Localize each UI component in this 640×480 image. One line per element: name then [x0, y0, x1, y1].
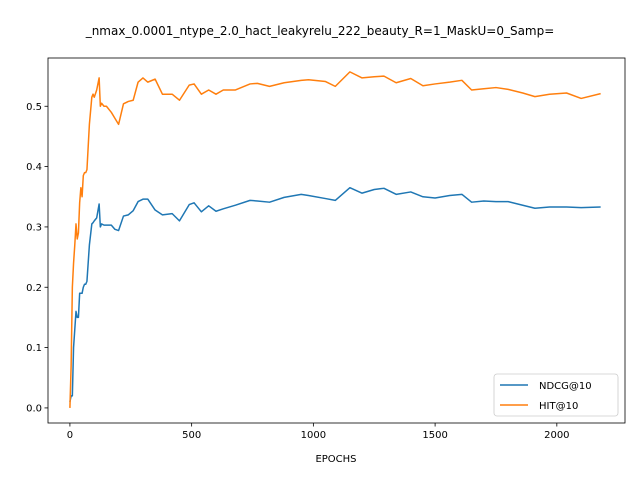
x-tick-label: 1500 — [422, 430, 447, 441]
y-tick-label: 0.2 — [26, 283, 42, 294]
y-tick-label: 0.1 — [26, 343, 42, 354]
y-tick-label: 0.5 — [26, 102, 42, 113]
y-tick-label: 0.4 — [26, 162, 42, 173]
legend-label: HIT@10 — [539, 401, 578, 412]
plot-lines — [69, 71, 601, 408]
legend: NDCG@10 HIT@10 — [493, 373, 619, 417]
legend-label: NDCG@10 — [539, 381, 592, 392]
x-axis: 0 500 1000 1500 2000 — [67, 423, 570, 441]
series-line-1 — [69, 71, 601, 408]
y-tick-label: 0.3 — [26, 222, 42, 233]
chart-title: _nmax_0.0001_ntype_2.0_hact_leakyrelu_22… — [85, 24, 555, 38]
plot-frame — [47, 57, 626, 424]
x-tick-label: 2000 — [544, 430, 569, 441]
series-line-0 — [69, 186, 601, 403]
y-axis: 0.0 0.1 0.2 0.3 0.4 0.5 — [26, 102, 48, 414]
x-tick-label: 0 — [67, 430, 73, 441]
y-tick-label: 0.0 — [26, 403, 42, 414]
x-axis-label: EPOCHS — [315, 454, 356, 465]
x-tick-label: 1000 — [301, 430, 326, 441]
x-tick-label: 500 — [182, 430, 201, 441]
